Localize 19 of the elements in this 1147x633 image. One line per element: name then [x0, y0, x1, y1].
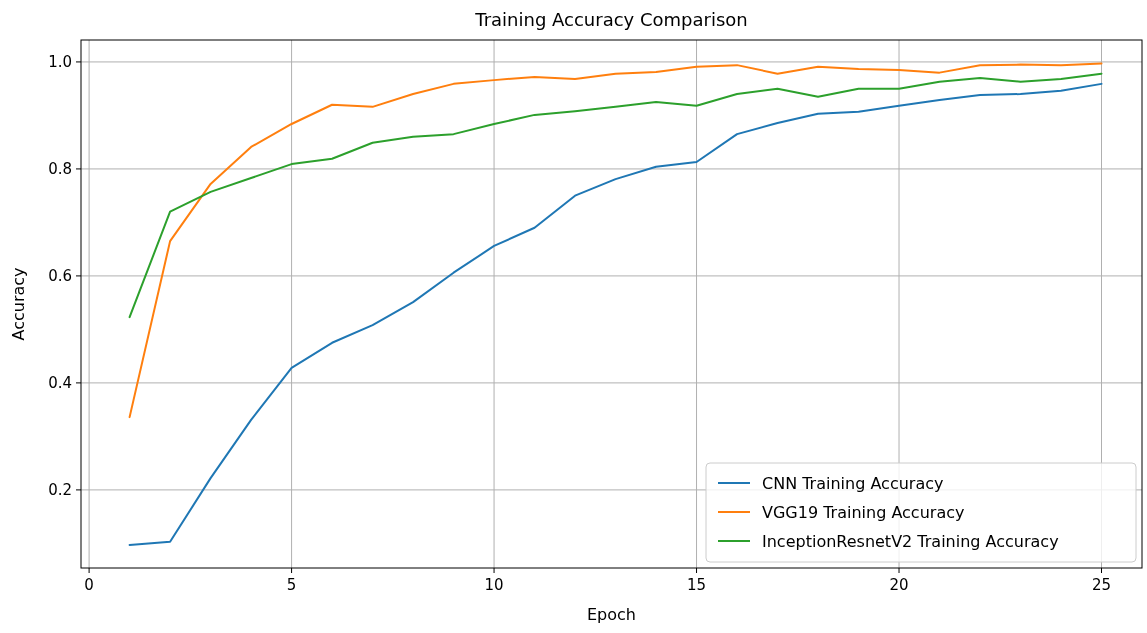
x-tick-label: 20 — [889, 576, 909, 594]
line-series — [128, 62, 1103, 419]
y-tick-label: 0.6 — [48, 266, 72, 285]
y-tick-label: 0.4 — [48, 373, 72, 392]
legend-label: InceptionResnetV2 Training Accuracy — [762, 532, 1059, 551]
chart-title: Training Accuracy Comparison — [474, 9, 748, 30]
x-tick-label: 10 — [484, 576, 504, 594]
line-series — [128, 72, 1103, 319]
x-tick-label: 15 — [687, 576, 707, 594]
x-tick-label: 0 — [84, 576, 94, 594]
y-tick-label: 1.0 — [48, 52, 72, 71]
x-tick-label: 5 — [286, 576, 297, 594]
y-axis-title: Accuracy — [9, 267, 28, 341]
legend-label: CNN Training Accuracy — [762, 474, 944, 493]
y-tick-label: 0.2 — [48, 480, 72, 499]
y-tick-label: 0.8 — [48, 159, 72, 178]
legend-label: VGG19 Training Accuracy — [762, 503, 965, 522]
x-tick-label: 25 — [1091, 576, 1112, 594]
x-axis-title: Epoch — [587, 605, 636, 624]
